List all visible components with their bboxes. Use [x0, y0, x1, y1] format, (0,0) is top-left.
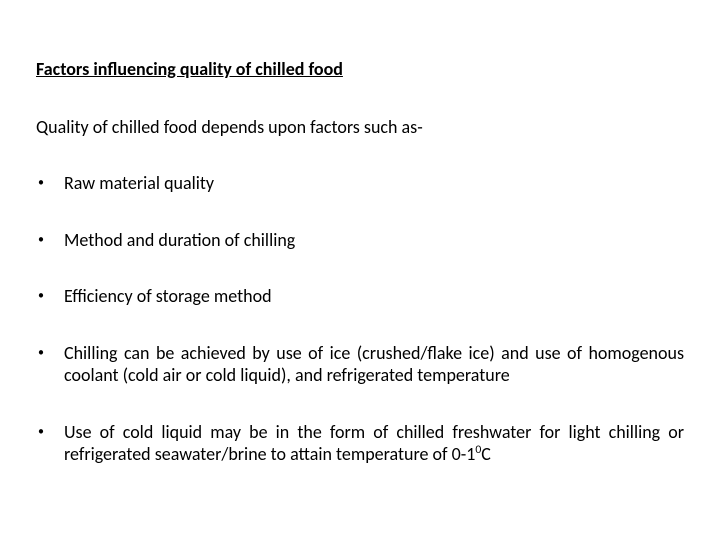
bullet-marker-icon: •	[36, 172, 64, 194]
bullet-text-part: Use of cold liquid may be in the form of…	[64, 421, 684, 466]
slide-title: Factors influencing quality of chilled f…	[36, 58, 684, 80]
bullet-text: Method and duration of chilling	[64, 229, 684, 252]
list-item: • Chilling can be achieved by use of ice…	[36, 342, 684, 387]
list-item: • Method and duration of chilling	[36, 229, 684, 252]
list-item: • Use of cold liquid may be in the form …	[36, 421, 684, 466]
list-item: • Raw material quality	[36, 172, 684, 195]
bullet-marker-icon: •	[36, 285, 64, 307]
bullet-text: Raw material quality	[64, 172, 684, 195]
list-item: • Efficiency of storage method	[36, 285, 684, 308]
bullet-marker-icon: •	[36, 421, 64, 443]
bullet-text: Efficiency of storage method	[64, 285, 684, 308]
bullet-marker-icon: •	[36, 229, 64, 251]
bullet-text: Use of cold liquid may be in the form of…	[64, 421, 684, 466]
bullet-text-part: C	[481, 443, 491, 465]
slide: Factors influencing quality of chilled f…	[0, 0, 720, 540]
bullet-text: Chilling can be achieved by use of ice (…	[64, 342, 684, 387]
intro-text: Quality of chilled food depends upon fac…	[36, 116, 684, 138]
bullet-marker-icon: •	[36, 342, 64, 364]
bullet-list: • Raw material quality • Method and dura…	[36, 172, 684, 466]
